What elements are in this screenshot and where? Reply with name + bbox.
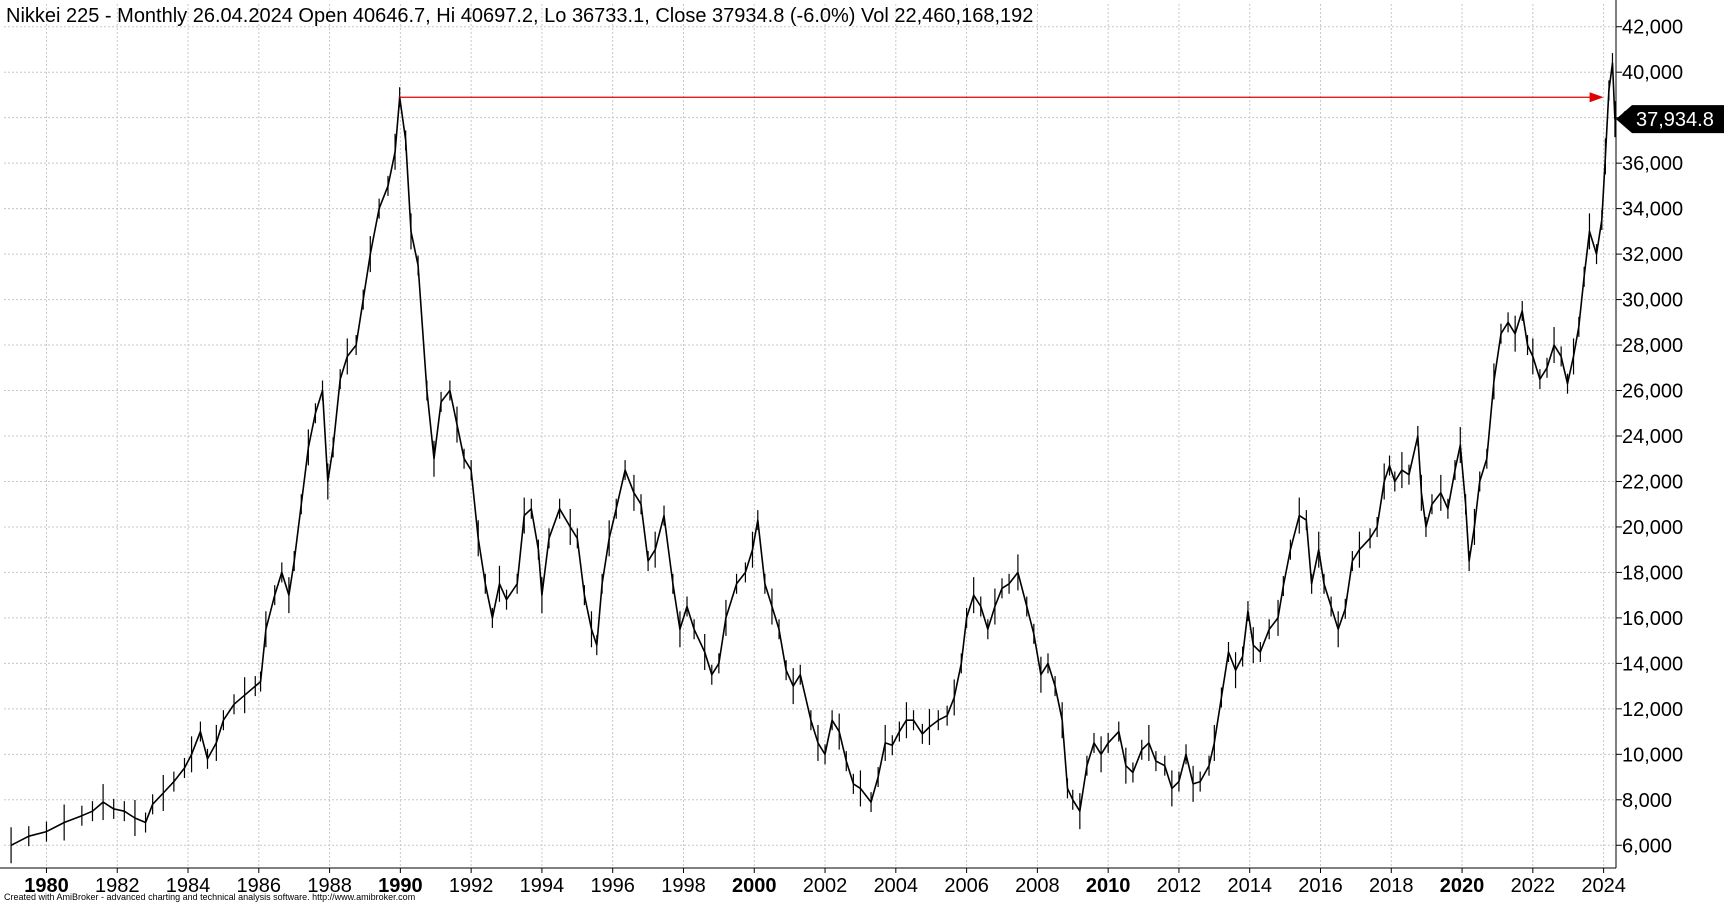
y-tick-label: 32,000 [1622, 244, 1683, 266]
y-tick-label: 30,000 [1622, 290, 1683, 312]
y-tick-label: 42,000 [1622, 17, 1683, 39]
x-tick-label: 2002 [803, 875, 848, 897]
x-tick-label: 1998 [661, 875, 706, 897]
chart-title: Nikkei 225 - Monthly 26.04.2024 Open 406… [6, 5, 1033, 27]
y-tick-label: 20,000 [1622, 517, 1683, 539]
x-tick-label: 1982 [95, 875, 140, 897]
y-tick-label: 24,000 [1622, 426, 1683, 448]
price-series [10, 53, 1616, 864]
x-tick-label: 2006 [944, 875, 989, 897]
x-tick-label: 1996 [590, 875, 635, 897]
grid-lines [4, 4, 1616, 868]
x-tick-label: 2014 [1227, 875, 1272, 897]
y-tick-label: 22,000 [1622, 471, 1683, 493]
arrow-head [1589, 92, 1604, 103]
badge-label: 37,934.8 [1636, 109, 1714, 131]
resistance-arrow [398, 92, 1604, 103]
x-tick-label: 1986 [237, 875, 282, 897]
x-tick-label: 2022 [1511, 875, 1556, 897]
x-tick-label: 1992 [449, 875, 494, 897]
y-tick-label: 10,000 [1622, 744, 1683, 766]
x-tick-label: 1994 [520, 875, 565, 897]
credit-text: Created with AmiBroker - advanced charti… [4, 892, 415, 902]
x-tick-label: 2020 [1440, 875, 1485, 897]
y-tick-label: 26,000 [1622, 381, 1683, 403]
y-tick-label: 16,000 [1622, 608, 1683, 630]
badge-shape [1616, 105, 1724, 134]
x-tick-label: 2012 [1157, 875, 1202, 897]
x-axis: 1980 1982 1984 1986 1988 1990 1992 1994 1996 1998… [24, 868, 1626, 897]
x-tick-label: 1984 [166, 875, 211, 897]
y-tick-label: 14,000 [1622, 653, 1683, 675]
x-tick-label: 1980 [24, 875, 69, 897]
y-tick-label: 36,000 [1622, 153, 1683, 175]
y-tick-label: 8,000 [1622, 790, 1672, 812]
x-tick-label: 2010 [1086, 875, 1131, 897]
y-axis: 6,000 8,000 10,000 12,000 14,000 16,000 18,000… [1616, 17, 1683, 857]
x-tick-label: 2004 [874, 875, 919, 897]
x-tick-label: 2016 [1298, 875, 1343, 897]
y-tick-label: 6,000 [1622, 835, 1672, 857]
y-tick-label: 34,000 [1622, 199, 1683, 221]
last-value-badge: 37,934.8 [1616, 105, 1724, 134]
x-tick-label: 2008 [1015, 875, 1060, 897]
x-tick-label: 2024 [1581, 875, 1626, 897]
y-tick-label: 18,000 [1622, 562, 1683, 584]
x-tick-label: 1988 [307, 875, 352, 897]
x-tick-label: 1990 [378, 875, 423, 897]
x-tick-label: 2000 [732, 875, 777, 897]
x-tick-label: 2018 [1369, 875, 1414, 897]
y-tick-label: 12,000 [1622, 699, 1683, 721]
y-tick-label: 28,000 [1622, 335, 1683, 357]
y-tick-label: 40,000 [1622, 62, 1683, 84]
plot-border [0, 0, 1617, 869]
